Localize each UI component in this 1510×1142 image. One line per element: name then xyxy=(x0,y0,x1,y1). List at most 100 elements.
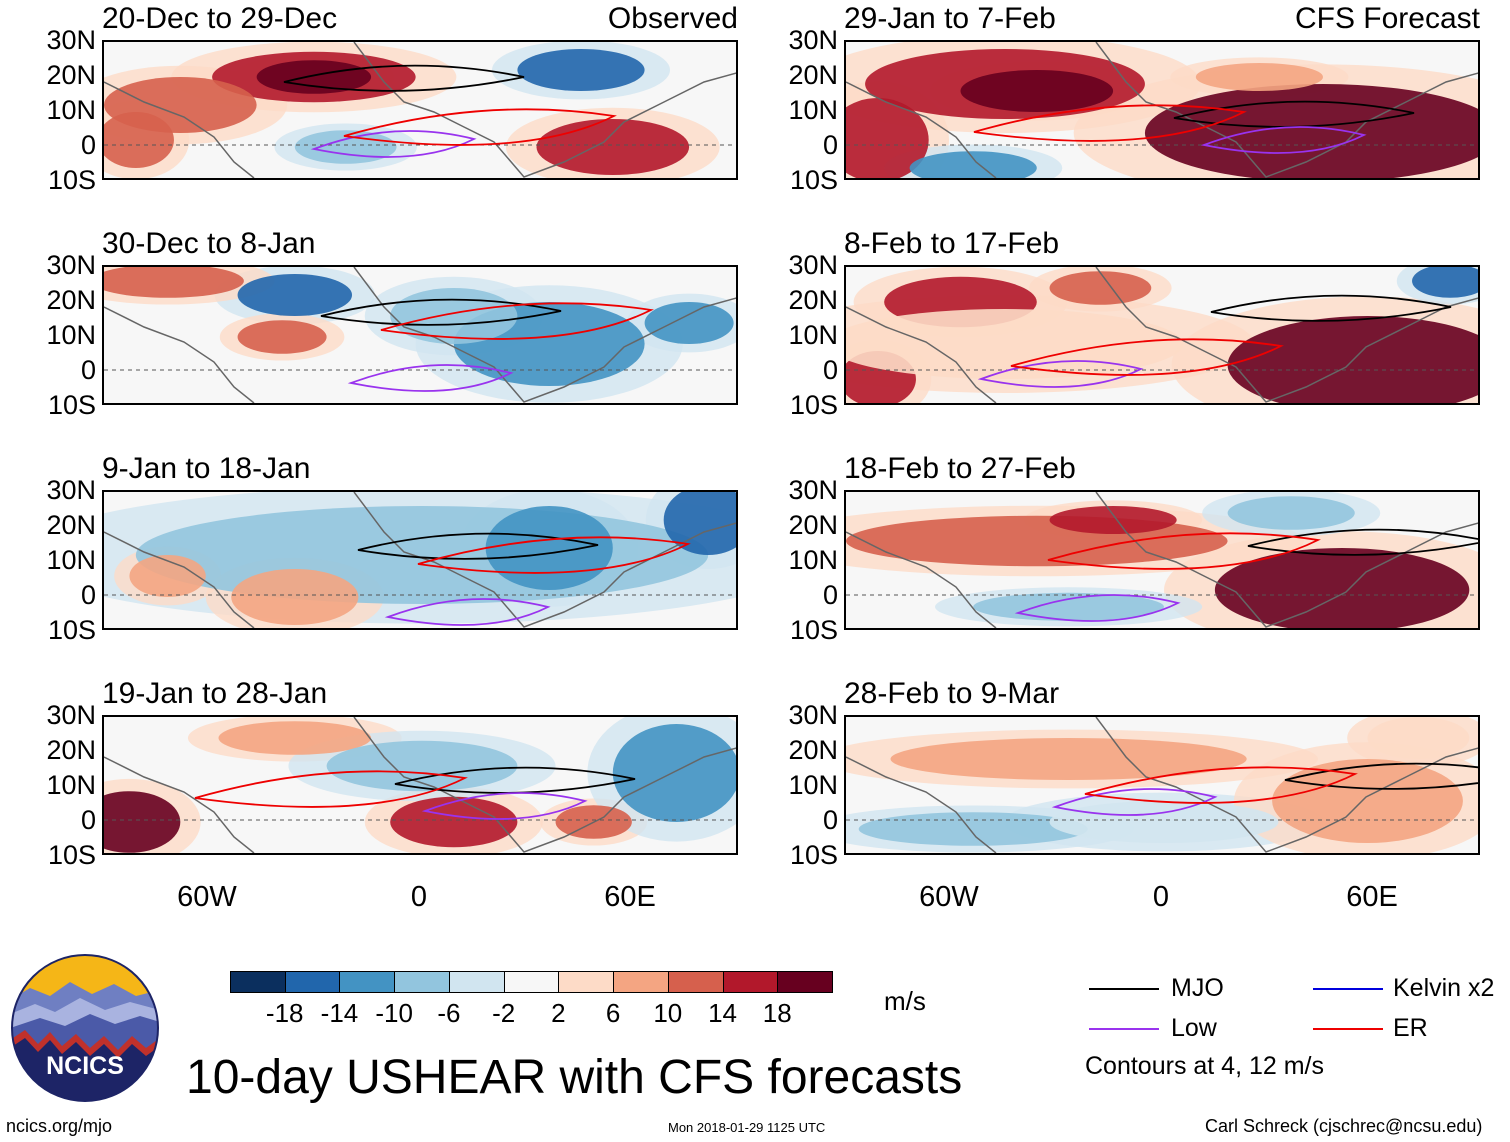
footer-timestamp: Mon 2018-01-29 1125 UTC xyxy=(668,1120,826,1135)
legend-low-line xyxy=(1089,1028,1159,1030)
latitude-label: 10N xyxy=(46,320,96,350)
map-panel xyxy=(102,265,738,405)
latitude-label: 0 xyxy=(822,130,838,160)
panel-title: 9-Jan to 18-Jan xyxy=(102,452,311,485)
legend-er-label: ER xyxy=(1393,1014,1428,1042)
latitude-label: 10S xyxy=(47,840,96,870)
latitude-label: 30N xyxy=(788,475,838,505)
longitude-label: 60W xyxy=(177,881,237,913)
colorbar-units: m/s xyxy=(884,986,926,1016)
colorbar xyxy=(230,971,833,995)
panel-title: 29-Jan to 7-Feb xyxy=(844,2,1056,35)
colorbar-label: 6 xyxy=(605,998,621,1028)
colorbar-label: 2 xyxy=(551,998,566,1028)
latitude-label: 0 xyxy=(80,355,96,385)
panel-title: 18-Feb to 27-Feb xyxy=(844,452,1076,485)
colorbar-label: -2 xyxy=(492,998,516,1028)
colorbar-swatch xyxy=(667,971,724,993)
colorbar-swatch xyxy=(613,971,669,993)
longitude-label: 60E xyxy=(1346,881,1398,913)
panel-title: 30-Dec to 8-Jan xyxy=(102,227,316,260)
legend-er-line xyxy=(1313,1028,1383,1030)
longitude-label: 60W xyxy=(919,881,979,913)
legend-mjo-line xyxy=(1089,988,1159,990)
map-panel xyxy=(844,265,1480,405)
latitude-label: 20N xyxy=(46,735,96,765)
cfs-forecast-header: CFS Forecast xyxy=(1294,2,1480,35)
colorbar-swatch xyxy=(394,971,450,993)
latitude-label: 20N xyxy=(788,735,838,765)
latitude-label: 10S xyxy=(47,390,96,420)
map-panel xyxy=(844,40,1480,180)
latitude-label: 0 xyxy=(80,130,96,160)
colorbar-label: 18 xyxy=(762,998,792,1028)
latitude-label: 10S xyxy=(47,615,96,645)
latitude-label: 0 xyxy=(822,805,838,835)
longitude-label: 0 xyxy=(1152,881,1170,913)
longitude-label: 60E xyxy=(604,881,656,913)
latitude-label: 30N xyxy=(46,700,96,730)
ncics-logo: NCICS xyxy=(10,952,160,1104)
main-title: 10-day USHEAR with CFS forecasts xyxy=(186,1051,963,1104)
latitude-label: 10N xyxy=(788,770,838,800)
latitude-label: 30N xyxy=(46,250,96,280)
panel-title: 19-Jan to 28-Jan xyxy=(102,677,328,710)
map-panel xyxy=(102,715,738,855)
colorbar-label: -14 xyxy=(320,998,359,1028)
panel-title: 20-Dec to 29-Dec xyxy=(102,2,338,35)
colorbar-label: -6 xyxy=(437,998,461,1028)
latitude-label: 10S xyxy=(789,390,838,420)
footer-url[interactable]: ncics.org/mjo xyxy=(6,1116,113,1136)
map-panel xyxy=(102,40,738,180)
colorbar-label: -10 xyxy=(375,998,413,1028)
colorbar-swatch xyxy=(503,971,560,993)
map-panel xyxy=(844,715,1480,855)
legend-kelvin-label: Kelvin x2 xyxy=(1393,974,1495,1002)
legend-low-label: Low xyxy=(1171,1014,1217,1042)
latitude-label: 20N xyxy=(788,60,838,90)
colorbar-swatch xyxy=(448,971,505,993)
colorbar-swatch xyxy=(284,971,341,993)
latitude-label: 10S xyxy=(47,165,96,195)
latitude-label: 20N xyxy=(46,510,96,540)
longitude-label: 0 xyxy=(410,881,428,913)
observed-header: Observed xyxy=(607,2,738,35)
latitude-label: 20N xyxy=(788,510,838,540)
latitude-label: 10N xyxy=(46,545,96,575)
colorbar-swatch xyxy=(339,971,396,993)
legend-kelvin-line xyxy=(1313,988,1383,990)
map-panel xyxy=(102,490,738,630)
latitude-label: 10N xyxy=(788,320,838,350)
latitude-label: 20N xyxy=(46,60,96,90)
map-panel xyxy=(844,490,1480,630)
latitude-label: 10N xyxy=(46,95,96,125)
panel-title: 28-Feb to 9-Mar xyxy=(844,677,1060,710)
colorbar-swatch xyxy=(777,971,833,993)
footer-author: Carl Schreck (cjschrec@ncsu.edu) xyxy=(1205,1116,1483,1136)
latitude-label: 10S xyxy=(789,615,838,645)
colorbar-label: -18 xyxy=(265,998,304,1028)
legend-mjo-label: MJO xyxy=(1171,974,1224,1002)
legend-note: Contours at 4, 12 m/s xyxy=(1085,1052,1325,1080)
colorbar-label: 10 xyxy=(653,998,683,1028)
latitude-label: 10N xyxy=(788,95,838,125)
latitude-label: 20N xyxy=(788,285,838,315)
colorbar-swatch xyxy=(722,971,779,993)
latitude-label: 20N xyxy=(46,285,96,315)
latitude-label: 10S xyxy=(789,840,838,870)
latitude-label: 10N xyxy=(46,770,96,800)
latitude-label: 30N xyxy=(46,475,96,505)
legend: MJO Kelvin x2 Low ER Contours at 4, 12 m… xyxy=(1085,970,1505,1090)
latitude-label: 0 xyxy=(80,805,96,835)
latitude-label: 30N xyxy=(788,25,838,55)
latitude-label: 0 xyxy=(822,580,838,610)
colorbar-swatch xyxy=(558,971,615,993)
latitude-label: 0 xyxy=(80,580,96,610)
latitude-label: 30N xyxy=(46,25,96,55)
latitude-label: 10N xyxy=(788,545,838,575)
colorbar-label: 14 xyxy=(708,998,737,1028)
latitude-label: 10S xyxy=(789,165,838,195)
latitude-label: 30N xyxy=(788,250,838,280)
logo-text: NCICS xyxy=(46,1052,124,1080)
colorbar-swatch xyxy=(230,971,286,993)
